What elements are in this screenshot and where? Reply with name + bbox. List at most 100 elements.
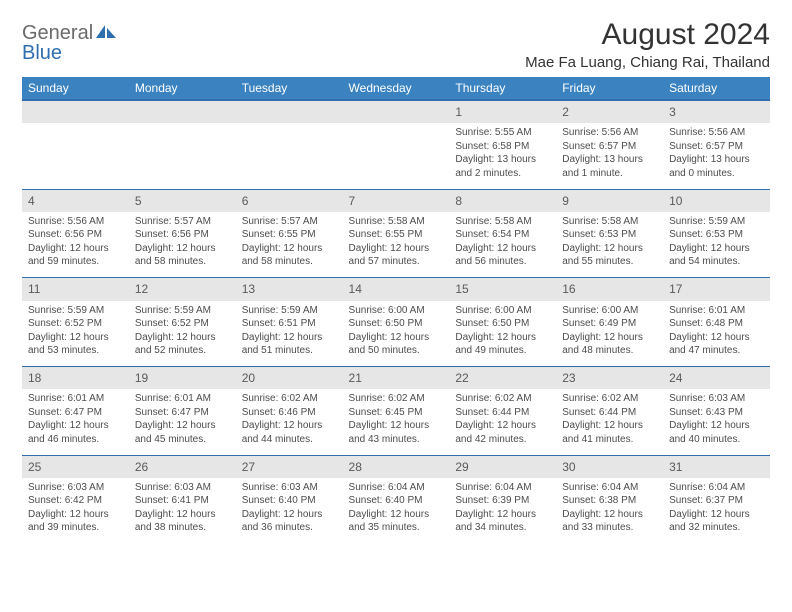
sunrise-text: Sunrise: 6:04 AM [349, 481, 444, 495]
day-cell: Sunrise: 6:03 AMSunset: 6:40 PMDaylight:… [236, 478, 343, 544]
sunset-text: Sunset: 6:51 PM [242, 317, 337, 331]
weekday-header-row: SundayMondayTuesdayWednesdayThursdayFrid… [22, 77, 770, 100]
day-cell: Sunrise: 5:59 AMSunset: 6:52 PMDaylight:… [22, 301, 129, 367]
day-number: 1 [449, 100, 556, 123]
day-cell: Sunrise: 5:56 AMSunset: 6:56 PMDaylight:… [22, 212, 129, 278]
sunrise-text: Sunrise: 6:04 AM [455, 481, 550, 495]
day-number: 4 [22, 189, 129, 212]
day-cell: Sunrise: 6:00 AMSunset: 6:49 PMDaylight:… [556, 301, 663, 367]
day-number: 30 [556, 455, 663, 478]
daylight-text: Daylight: 12 hours and 58 minutes. [242, 242, 337, 269]
sunset-text: Sunset: 6:47 PM [28, 406, 123, 420]
daylight-text: Daylight: 12 hours and 55 minutes. [562, 242, 657, 269]
day-cell: Sunrise: 5:59 AMSunset: 6:52 PMDaylight:… [129, 301, 236, 367]
day-cell: Sunrise: 5:55 AMSunset: 6:58 PMDaylight:… [449, 123, 556, 189]
daylight-text: Daylight: 12 hours and 32 minutes. [669, 508, 764, 535]
weekday-header: Thursday [449, 77, 556, 100]
day-cell: Sunrise: 5:58 AMSunset: 6:54 PMDaylight:… [449, 212, 556, 278]
day-number: 25 [22, 455, 129, 478]
sunset-text: Sunset: 6:56 PM [28, 228, 123, 242]
day-number: 9 [556, 189, 663, 212]
day-number: 18 [22, 367, 129, 390]
sunset-text: Sunset: 6:57 PM [562, 140, 657, 154]
sunset-text: Sunset: 6:58 PM [455, 140, 550, 154]
sunset-text: Sunset: 6:46 PM [242, 406, 337, 420]
sunrise-text: Sunrise: 5:57 AM [135, 215, 230, 229]
daylight-text: Daylight: 12 hours and 52 minutes. [135, 331, 230, 358]
day-number: 20 [236, 367, 343, 390]
day-cell: Sunrise: 6:01 AMSunset: 6:48 PMDaylight:… [663, 301, 770, 367]
day-number [343, 100, 450, 123]
daylight-text: Daylight: 12 hours and 42 minutes. [455, 419, 550, 446]
sunset-text: Sunset: 6:52 PM [28, 317, 123, 331]
sunrise-text: Sunrise: 6:02 AM [562, 392, 657, 406]
brand-part2: Blue [22, 42, 62, 64]
header: General August 2024 Mae Fa Luang, Chiang… [22, 18, 770, 71]
daylight-text: Daylight: 12 hours and 44 minutes. [242, 419, 337, 446]
day-cell: Sunrise: 5:57 AMSunset: 6:55 PMDaylight:… [236, 212, 343, 278]
day-cell: Sunrise: 5:57 AMSunset: 6:56 PMDaylight:… [129, 212, 236, 278]
day-cell: Sunrise: 5:56 AMSunset: 6:57 PMDaylight:… [556, 123, 663, 189]
day-number: 6 [236, 189, 343, 212]
sunrise-text: Sunrise: 6:02 AM [242, 392, 337, 406]
sunrise-text: Sunrise: 5:57 AM [242, 215, 337, 229]
daylight-text: Daylight: 12 hours and 47 minutes. [669, 331, 764, 358]
day-number: 12 [129, 278, 236, 301]
sunrise-text: Sunrise: 6:02 AM [349, 392, 444, 406]
daylight-text: Daylight: 12 hours and 49 minutes. [455, 331, 550, 358]
daylight-text: Daylight: 12 hours and 46 minutes. [28, 419, 123, 446]
day-number: 31 [663, 455, 770, 478]
day-detail-row: Sunrise: 5:59 AM Sunset: 6:52 PM Daylight:… [22, 301, 770, 367]
sunrise-text: Sunrise: 6:03 AM [669, 392, 764, 406]
sunrise-text: Sunrise: 6:03 AM [28, 481, 123, 495]
day-number-row: 11121314151617 [22, 278, 770, 301]
sunrise-text: Sunrise: 6:04 AM [669, 481, 764, 495]
sunset-text: Sunset: 6:57 PM [669, 140, 764, 154]
daylight-text: Daylight: 12 hours and 35 minutes. [349, 508, 444, 535]
weekday-header: Friday [556, 77, 663, 100]
day-cell: Sunrise: 6:03 AMSunset: 6:41 PMDaylight:… [129, 478, 236, 544]
daylight-text: Daylight: 13 hours and 2 minutes. [455, 153, 550, 180]
day-cell: Sunrise: 6:04 AMSunset: 6:37 PMDaylight:… [663, 478, 770, 544]
sunrise-text: Sunrise: 6:04 AM [562, 481, 657, 495]
sunrise-text: Sunrise: 6:02 AM [455, 392, 550, 406]
daylight-text: Daylight: 12 hours and 36 minutes. [242, 508, 337, 535]
day-number: 17 [663, 278, 770, 301]
sunrise-text: Sunrise: 6:00 AM [349, 304, 444, 318]
day-cell: Sunrise: 6:00 AMSunset: 6:50 PMDaylight:… [449, 301, 556, 367]
daylight-text: Daylight: 12 hours and 58 minutes. [135, 242, 230, 269]
sunrise-text: Sunrise: 6:00 AM [562, 304, 657, 318]
sunset-text: Sunset: 6:48 PM [669, 317, 764, 331]
day-cell: Sunrise: 6:02 AMSunset: 6:44 PMDaylight:… [556, 389, 663, 455]
calendar-table: SundayMondayTuesdayWednesdayThursdayFrid… [22, 77, 770, 544]
daylight-text: Daylight: 12 hours and 39 minutes. [28, 508, 123, 535]
daylight-text: Daylight: 13 hours and 1 minute. [562, 153, 657, 180]
sunset-text: Sunset: 6:42 PM [28, 494, 123, 508]
sunrise-text: Sunrise: 5:59 AM [135, 304, 230, 318]
day-cell: Sunrise: 5:56 AMSunset: 6:57 PMDaylight:… [663, 123, 770, 189]
day-number: 15 [449, 278, 556, 301]
daylight-text: Daylight: 12 hours and 48 minutes. [562, 331, 657, 358]
day-cell: Sunrise: 6:01 AMSunset: 6:47 PMDaylight:… [22, 389, 129, 455]
daylight-text: Daylight: 12 hours and 51 minutes. [242, 331, 337, 358]
page-title: August 2024 [525, 18, 770, 52]
day-detail-row: Sunrise: 6:01 AMSunset: 6:47 PMDaylight:… [22, 389, 770, 455]
day-cell: Sunrise: 6:04 AMSunset: 6:40 PMDaylight:… [343, 478, 450, 544]
sunset-text: Sunset: 6:39 PM [455, 494, 550, 508]
sunset-text: Sunset: 6:55 PM [242, 228, 337, 242]
weekday-header: Sunday [22, 77, 129, 100]
daylight-text: Daylight: 12 hours and 41 minutes. [562, 419, 657, 446]
day-number: 27 [236, 455, 343, 478]
sunrise-text: Sunrise: 5:56 AM [562, 126, 657, 140]
day-cell: Sunrise: 6:02 AMSunset: 6:44 PMDaylight:… [449, 389, 556, 455]
daylight-text: Daylight: 12 hours and 33 minutes. [562, 508, 657, 535]
day-cell: Sunrise: 5:59 AMSunset: 6:53 PMDaylight:… [663, 212, 770, 278]
sunrise-text: Sunrise: 5:59 AM [242, 304, 337, 318]
sunset-text: Sunset: 6:50 PM [455, 317, 550, 331]
day-number [129, 100, 236, 123]
sunset-text: Sunset: 6:55 PM [349, 228, 444, 242]
weekday-header: Monday [129, 77, 236, 100]
daylight-text: Daylight: 12 hours and 54 minutes. [669, 242, 764, 269]
sunset-text: Sunset: 6:44 PM [562, 406, 657, 420]
day-number: 24 [663, 367, 770, 390]
